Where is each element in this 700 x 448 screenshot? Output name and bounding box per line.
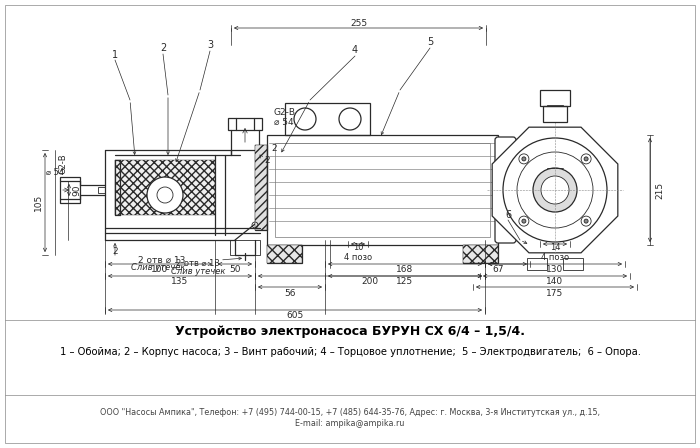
Text: 175: 175 bbox=[547, 289, 564, 297]
Bar bbox=[267, 245, 302, 263]
Text: Устройство электронасоса БУРУН СХ 6/4 – 1,5/4.: Устройство электронасоса БУРУН СХ 6/4 – … bbox=[175, 326, 525, 339]
Text: 1: 1 bbox=[112, 50, 118, 60]
Text: 125: 125 bbox=[396, 277, 414, 287]
Text: 215: 215 bbox=[655, 181, 664, 198]
Text: 4: 4 bbox=[352, 45, 358, 55]
Text: 2: 2 bbox=[160, 43, 166, 53]
Bar bbox=[275, 143, 490, 237]
Text: ООО "Насосы Ампика", Телефон: +7 (495) 744-00-15, +7 (485) 644-35-76, Адрес: г. : ООО "Насосы Ампика", Телефон: +7 (495) 7… bbox=[100, 409, 600, 418]
Text: 2: 2 bbox=[112, 247, 118, 257]
Bar bbox=[255, 145, 267, 230]
Circle shape bbox=[147, 177, 183, 213]
Bar bbox=[255, 145, 267, 230]
Text: 56: 56 bbox=[284, 289, 295, 297]
Bar bbox=[98, 187, 105, 193]
Text: 90: 90 bbox=[73, 184, 81, 196]
Text: G2-В: G2-В bbox=[59, 153, 67, 174]
Text: 2: 2 bbox=[271, 143, 277, 152]
Bar bbox=[267, 135, 498, 245]
Text: 605: 605 bbox=[286, 311, 304, 320]
Text: 4 позо: 4 позо bbox=[344, 253, 372, 262]
Bar bbox=[115, 160, 215, 215]
Polygon shape bbox=[492, 127, 618, 253]
Circle shape bbox=[522, 157, 526, 161]
Text: 4 позо: 4 позо bbox=[541, 253, 569, 262]
Text: Слив утечек: Слив утечек bbox=[131, 263, 185, 272]
Bar bbox=[540, 90, 570, 106]
Bar bbox=[527, 258, 547, 270]
FancyBboxPatch shape bbox=[495, 137, 516, 243]
Text: 2 отв ⌀ 13: 2 отв ⌀ 13 bbox=[176, 258, 220, 267]
Text: 50: 50 bbox=[230, 266, 241, 275]
Text: ⌀ 54: ⌀ 54 bbox=[46, 168, 64, 177]
Text: 140: 140 bbox=[547, 277, 564, 287]
Text: 14: 14 bbox=[550, 244, 560, 253]
Bar bbox=[230, 240, 260, 255]
Bar bbox=[547, 105, 563, 106]
Circle shape bbox=[584, 157, 588, 161]
Text: 2: 2 bbox=[264, 155, 270, 164]
Circle shape bbox=[533, 168, 577, 212]
Text: 10: 10 bbox=[353, 244, 363, 253]
Text: 255: 255 bbox=[350, 18, 367, 27]
Text: 67: 67 bbox=[492, 266, 503, 275]
Text: E-mail: ampika@ampika.ru: E-mail: ampika@ampika.ru bbox=[295, 419, 405, 428]
Circle shape bbox=[541, 176, 569, 204]
Bar bbox=[267, 245, 302, 263]
Text: G2-В: G2-В bbox=[274, 108, 296, 116]
Text: 200: 200 bbox=[361, 277, 379, 287]
Text: 135: 135 bbox=[172, 277, 188, 287]
Text: 105: 105 bbox=[34, 194, 43, 211]
Bar bbox=[60, 177, 80, 203]
Circle shape bbox=[522, 219, 526, 223]
Bar bbox=[228, 118, 262, 130]
Bar bbox=[463, 245, 498, 263]
Bar bbox=[563, 258, 583, 270]
Text: 1 – Обойма; 2 – Корпус насоса; 3 – Винт рабочий; 4 – Торцовое уплотнение;  5 – Э: 1 – Обойма; 2 – Корпус насоса; 3 – Винт … bbox=[60, 347, 640, 357]
Text: Слив утечек: Слив утечек bbox=[171, 267, 225, 276]
Bar bbox=[463, 245, 498, 263]
Text: 130: 130 bbox=[547, 266, 564, 275]
Text: 3: 3 bbox=[207, 40, 213, 50]
Bar bbox=[285, 103, 370, 135]
Text: 168: 168 bbox=[396, 266, 414, 275]
Text: 2 отв ⌀ 13: 2 отв ⌀ 13 bbox=[138, 255, 185, 264]
Circle shape bbox=[584, 219, 588, 223]
Text: ⌀ 54: ⌀ 54 bbox=[274, 117, 293, 126]
Bar bbox=[543, 106, 567, 122]
Text: 5: 5 bbox=[427, 37, 433, 47]
Text: 100: 100 bbox=[151, 266, 169, 275]
Text: 6: 6 bbox=[505, 210, 511, 220]
